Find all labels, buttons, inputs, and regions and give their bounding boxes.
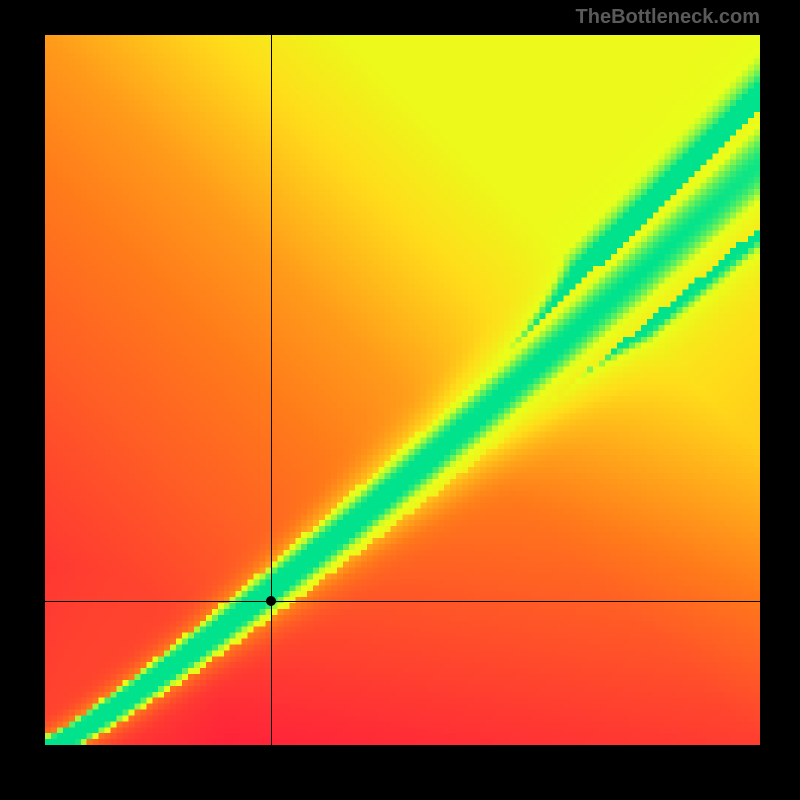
heatmap-canvas — [45, 35, 760, 745]
heatmap-plot — [45, 35, 760, 745]
watermark-text: TheBottleneck.com — [576, 6, 760, 29]
crosshair-marker-dot — [266, 596, 276, 606]
crosshair-horizontal-line — [45, 601, 760, 602]
crosshair-vertical-line — [271, 35, 272, 745]
